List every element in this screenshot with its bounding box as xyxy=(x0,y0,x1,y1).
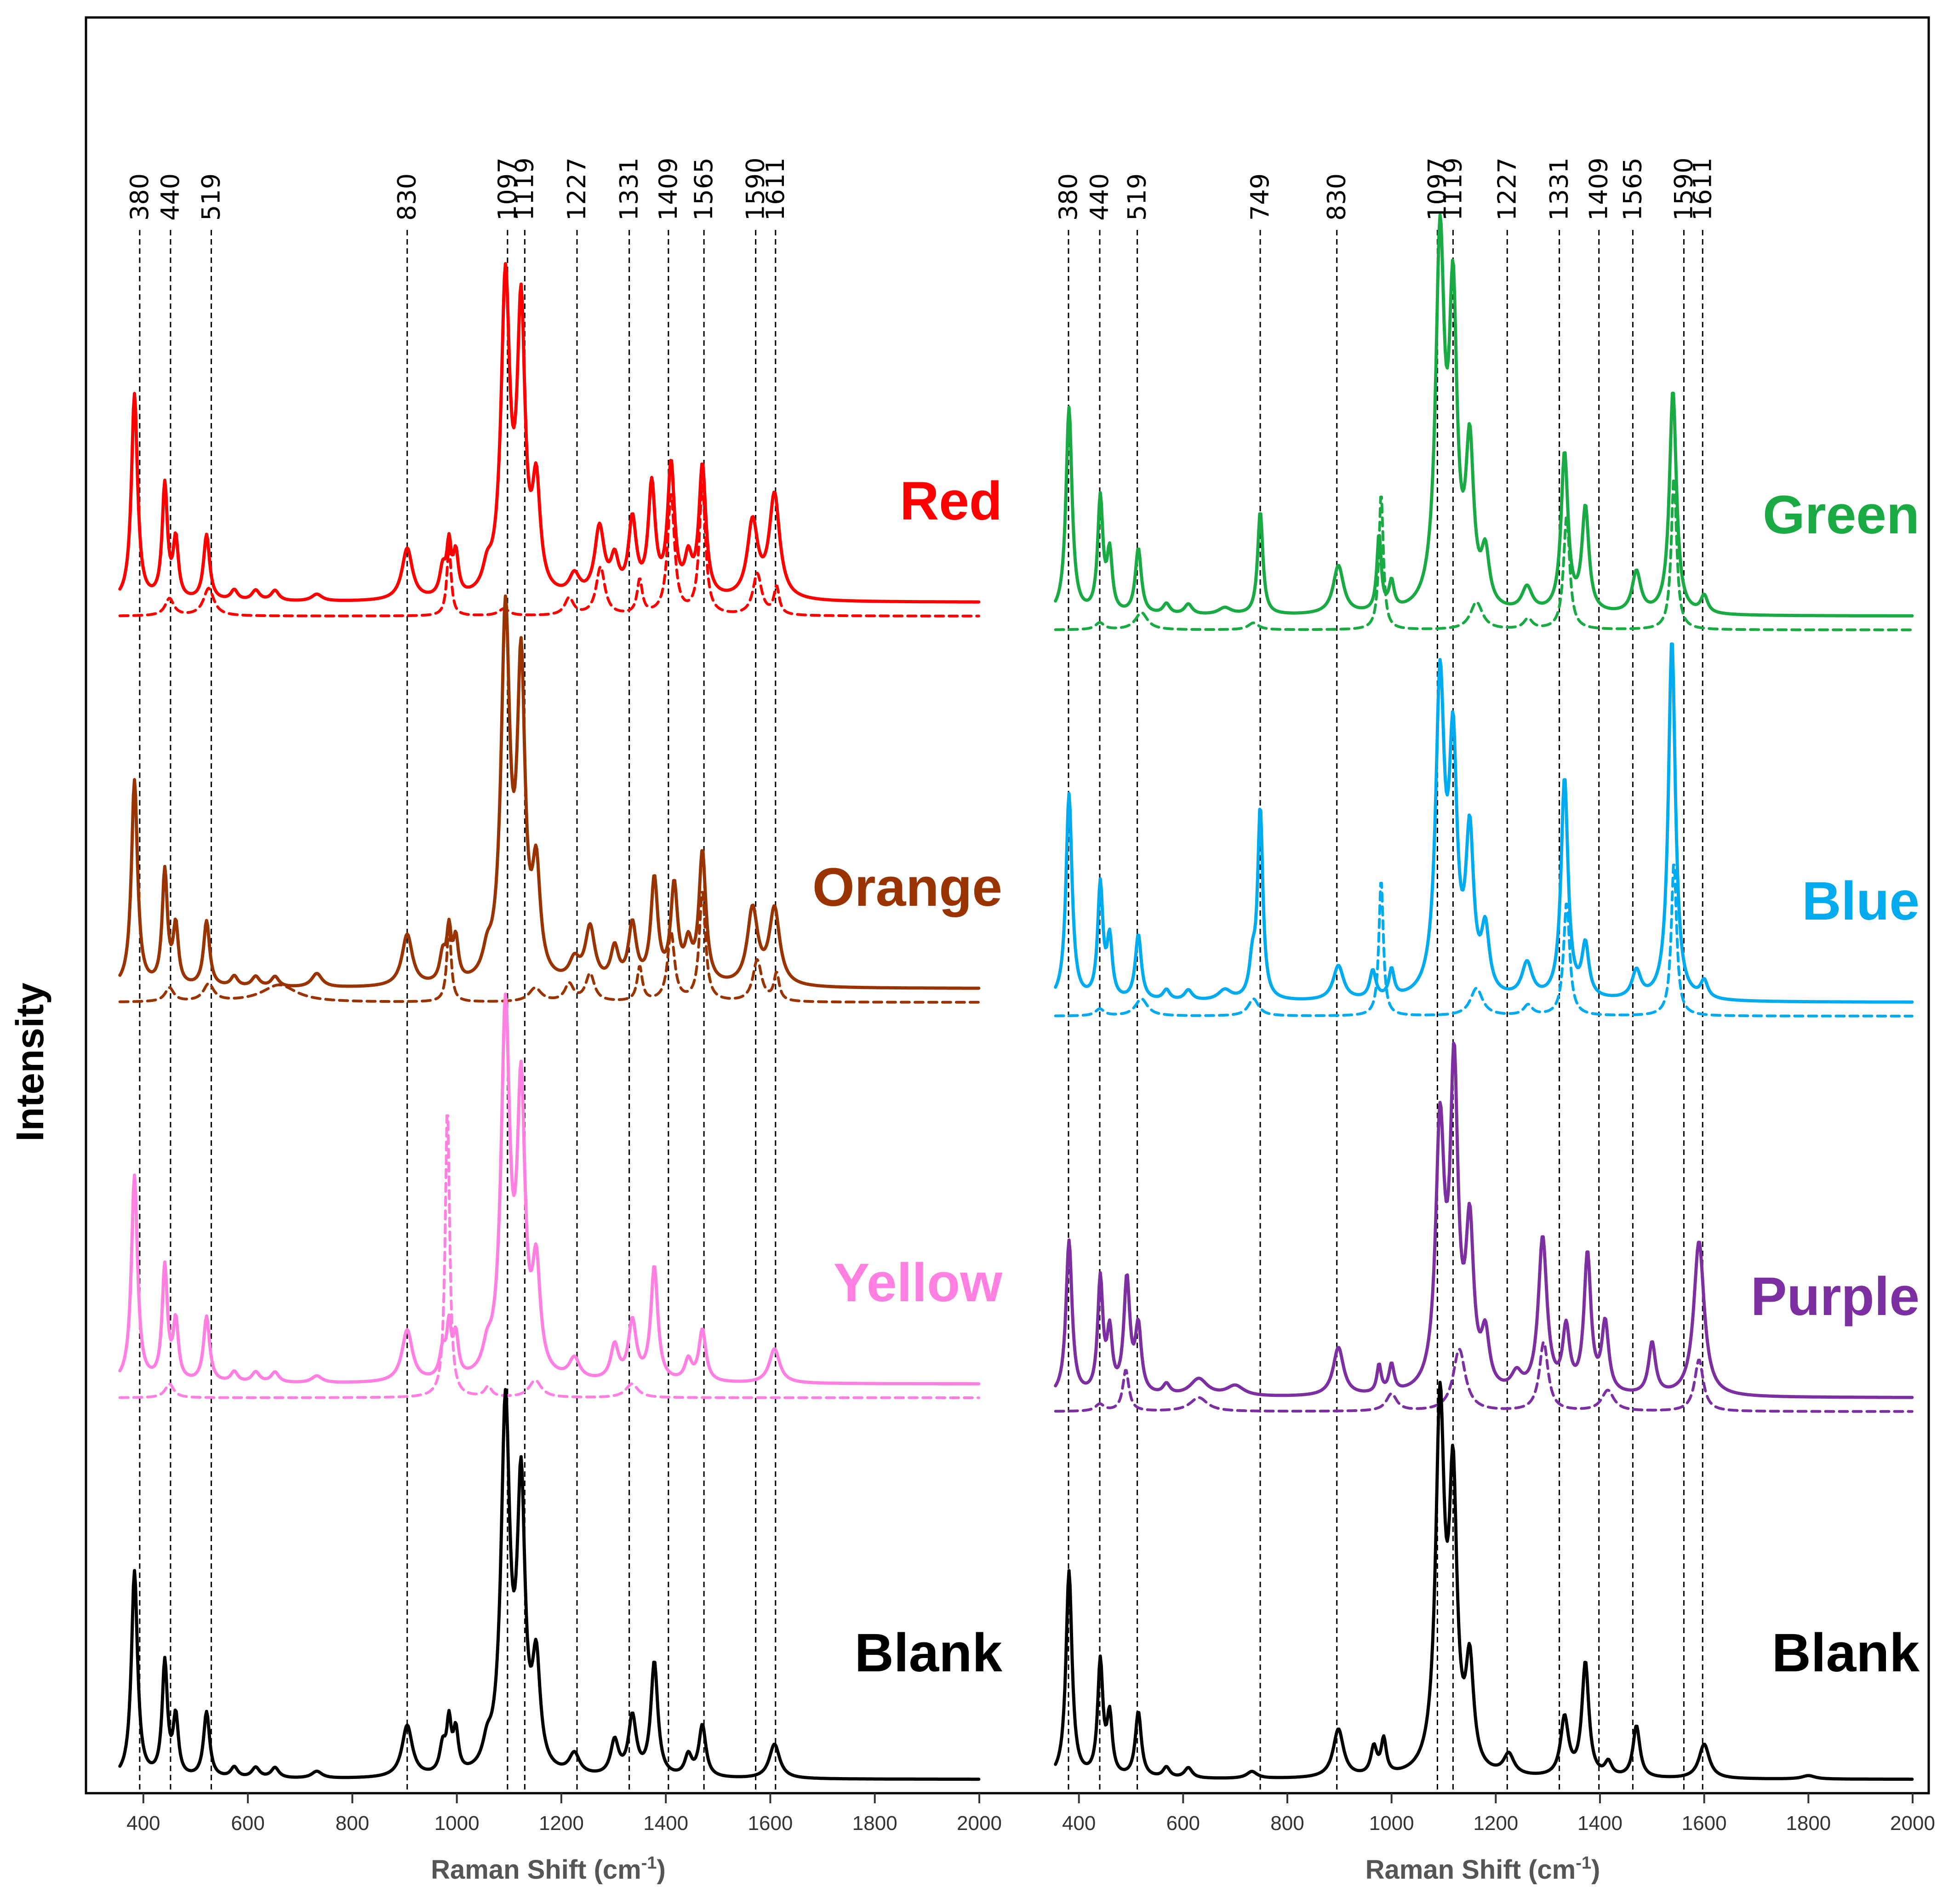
reference-peak-label: 380 xyxy=(125,173,154,221)
x-tick-label: 800 xyxy=(1270,1812,1304,1835)
x-tick-label: 1200 xyxy=(1473,1812,1518,1835)
x-axis-label: Raman Shift (cm-1) xyxy=(431,1853,666,1885)
reference-peak-label: 1565 xyxy=(689,158,718,221)
sample-label-blank: Blank xyxy=(1772,1623,1920,1683)
spectrum-blue-solid xyxy=(1054,642,1914,1004)
spectrum-purple-solid xyxy=(1054,1041,1914,1399)
x-tick-label: 2000 xyxy=(1890,1812,1935,1835)
x-tick-label: 2000 xyxy=(957,1812,1002,1835)
x-tick-label: 1400 xyxy=(1577,1812,1623,1835)
reference-peak-label: 1331 xyxy=(1545,158,1574,221)
reference-peak-label: 830 xyxy=(1322,173,1351,221)
reference-peak-label: 440 xyxy=(156,173,185,221)
x-tick-label: 600 xyxy=(231,1812,264,1835)
x-tick-label: 1200 xyxy=(539,1812,584,1835)
x-tick-label: 1400 xyxy=(643,1812,688,1835)
plot-frame xyxy=(85,16,1930,1795)
reference-peak-label: 1227 xyxy=(1492,158,1521,221)
spectrum-green-dashed xyxy=(1054,477,1914,631)
reference-peak-label: 380 xyxy=(1054,173,1083,221)
spectrum-blank-solid xyxy=(118,1388,981,1781)
reference-peak-label: 1409 xyxy=(1584,158,1613,221)
reference-peak-label: 519 xyxy=(1123,173,1152,221)
x-tick-label: 400 xyxy=(126,1812,160,1835)
sample-label-blue: Blue xyxy=(1802,871,1920,932)
x-axis-label: Raman Shift (cm-1) xyxy=(1366,1853,1600,1885)
sample-label-yellow: Yellow xyxy=(834,1252,1003,1313)
x-tick-label: 1800 xyxy=(852,1812,897,1835)
x-axis-label-end: ) xyxy=(657,1855,666,1885)
spectrum-blank-solid xyxy=(1054,1380,1914,1781)
reference-peak-label: 1565 xyxy=(1618,158,1647,221)
sample-label-blank: Blank xyxy=(855,1623,1003,1683)
reference-peak-label: 1119 xyxy=(510,158,539,221)
sample-label-green: Green xyxy=(1763,485,1920,545)
sample-label-red: Red xyxy=(900,471,1002,532)
x-tick-label: 600 xyxy=(1166,1812,1200,1835)
spectrum-yellow-dashed xyxy=(118,1114,980,1399)
reference-peak-label: 519 xyxy=(197,173,226,221)
spectrum-red-dashed xyxy=(118,483,980,618)
spectrum-red-solid xyxy=(118,262,981,604)
reference-peak-label: 1409 xyxy=(654,158,683,221)
x-axis-label-main: Raman Shift (cm xyxy=(431,1855,641,1885)
x-tick-label: 1600 xyxy=(1682,1812,1727,1835)
reference-peak-label: 1227 xyxy=(562,158,591,221)
reference-peak-label: 1331 xyxy=(615,158,644,221)
spectrum-purple-dashed xyxy=(1054,1341,1914,1413)
x-tick-label: 400 xyxy=(1062,1812,1096,1835)
x-axis-label-superscript: -1 xyxy=(641,1853,657,1873)
y-axis-label: Intensity xyxy=(8,983,51,1142)
reference-peak-label: 1097 xyxy=(1423,158,1451,221)
reference-peak-label: 830 xyxy=(393,173,422,221)
reference-peak-label: 440 xyxy=(1085,173,1114,221)
spectrum-yellow-solid xyxy=(118,992,981,1386)
reference-peak-label: 1119 xyxy=(1438,158,1467,221)
x-tick-label: 1800 xyxy=(1786,1812,1831,1835)
reference-peak-label: 1590 xyxy=(1669,158,1698,221)
x-axis-label-main: Raman Shift (cm xyxy=(1366,1855,1576,1885)
x-tick-label: 1600 xyxy=(748,1812,793,1835)
x-tick-label: 800 xyxy=(336,1812,369,1835)
spectrum-orange-solid xyxy=(118,594,981,990)
reference-peak-label: 1611 xyxy=(1688,158,1717,221)
reference-peak-label: 1097 xyxy=(493,158,522,221)
x-axis-label-superscript: -1 xyxy=(1576,1853,1591,1873)
x-axis-label-end: ) xyxy=(1591,1855,1600,1885)
sample-label-orange: Orange xyxy=(812,857,1002,918)
reference-peak-label: 1611 xyxy=(761,158,790,221)
spectrum-blue-dashed xyxy=(1054,863,1914,1018)
reference-peak-label: 749 xyxy=(1246,173,1274,221)
spectrum-orange-dashed xyxy=(118,891,980,1004)
x-tick-label: 1000 xyxy=(1369,1812,1414,1835)
spectrum-green-solid xyxy=(1054,213,1914,618)
x-tick-label: 1000 xyxy=(434,1812,480,1835)
reference-peak-label: 1590 xyxy=(741,158,770,221)
sample-label-purple: Purple xyxy=(1751,1266,1920,1327)
